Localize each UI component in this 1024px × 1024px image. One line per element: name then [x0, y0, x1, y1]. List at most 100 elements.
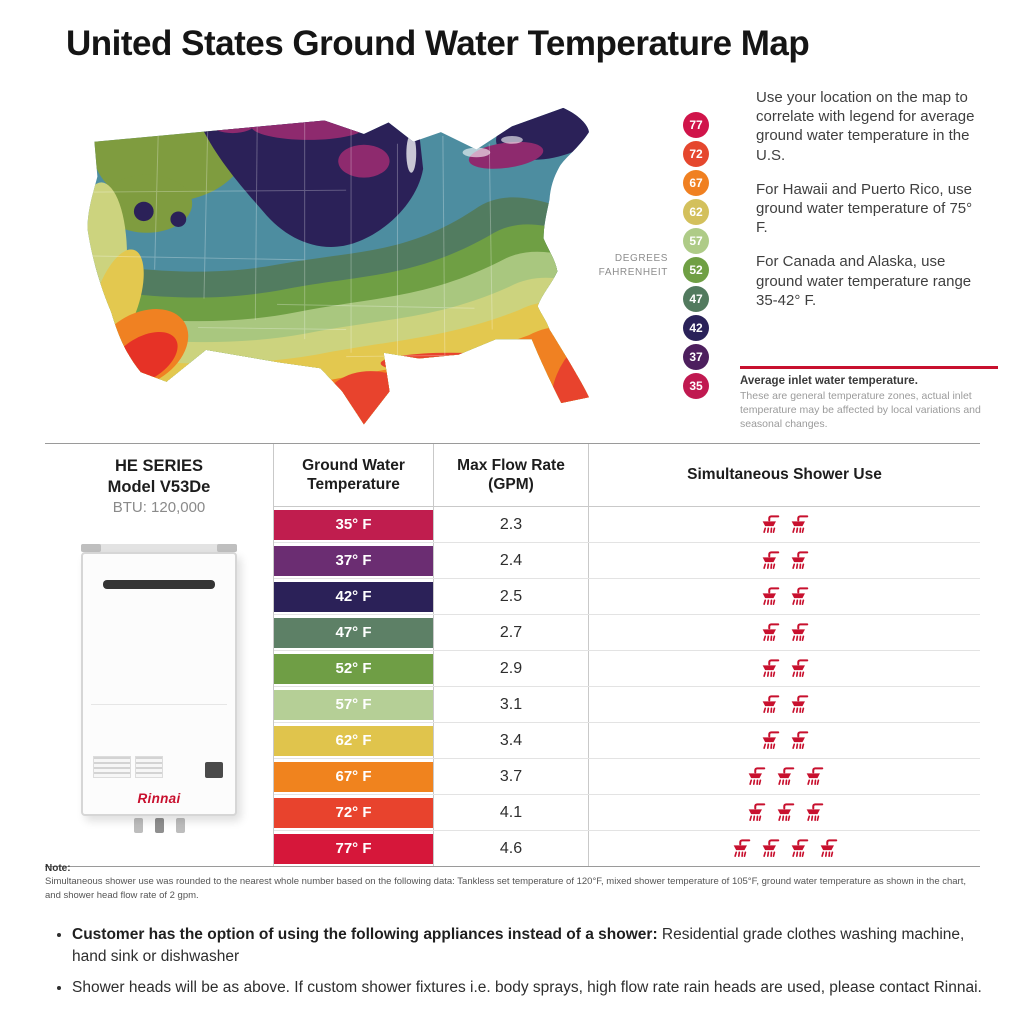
- bullet-text: Residential grade clothes washing machin…: [72, 926, 965, 965]
- ground-water-temp-cell: 62° F: [274, 723, 434, 758]
- shower-icon: [762, 658, 780, 677]
- temperature-pill: 62° F: [274, 725, 433, 756]
- ground-water-temp-cell: 35° F: [274, 507, 434, 542]
- table-row: 35° F 2.3: [274, 507, 980, 543]
- ground-water-temp-cell: 42° F: [274, 579, 434, 614]
- legend-circle: 72: [683, 141, 709, 167]
- legend-circle: 52: [683, 257, 709, 283]
- page-title: United States Ground Water Temperature M…: [66, 24, 810, 63]
- shower-icon: [762, 586, 780, 605]
- shower-icon: [791, 514, 809, 533]
- legend-circle: 37: [683, 344, 709, 370]
- ground-water-temp-cell: 67° F: [274, 759, 434, 794]
- table-row: 47° F 2.7: [274, 615, 980, 651]
- rinnai-logo: Rinnai: [137, 791, 181, 806]
- flow-rate-cell: 2.5: [434, 579, 589, 614]
- flow-rate-cell: 3.4: [434, 723, 589, 758]
- heater-seam: [91, 704, 227, 705]
- product-series: HE SERIES: [114, 457, 203, 475]
- table-row: 72° F 4.1: [274, 795, 980, 831]
- flow-rate-cell: 2.4: [434, 543, 589, 578]
- temperature-pill: 72° F: [274, 797, 433, 828]
- shower-icon: [791, 694, 809, 713]
- flow-rate-cell: 3.1: [434, 687, 589, 722]
- footnote: Note: Simultaneous shower use was rounde…: [45, 863, 977, 903]
- table-row: 37° F 2.4: [274, 543, 980, 579]
- degrees-fahrenheit-label: DEGREES FAHRENHEIT: [598, 253, 668, 278]
- us-ground-water-map: [87, 107, 589, 425]
- flow-rate-cell: 2.9: [434, 651, 589, 686]
- bullet-item: Customer has the option of using the fol…: [72, 924, 986, 968]
- shower-use-cell: [589, 795, 980, 830]
- header-ground-water-temperature: Ground Water Temperature: [274, 444, 434, 506]
- shower-icon: [762, 514, 780, 533]
- flow-rate-cell: 4.1: [434, 795, 589, 830]
- shower-icon: [777, 766, 794, 785]
- legend-circle: 62: [683, 199, 709, 225]
- shower-use-cell: [589, 651, 980, 686]
- ground-water-temp-cell: 77° F: [274, 831, 434, 866]
- info-paragraph: For Hawaii and Puerto Rico, use ground w…: [756, 180, 973, 237]
- shower-icon: [777, 802, 794, 821]
- temperature-pill: 37° F: [274, 545, 433, 576]
- disclaimer-title: Average inlet water temperature.: [740, 375, 918, 387]
- bullet-item: Shower heads will be as above. If custom…: [72, 977, 986, 999]
- ground-water-temp-cell: 37° F: [274, 543, 434, 578]
- table-right-section: Ground Water Temperature Max Flow Rate (…: [274, 444, 980, 866]
- inlet-water-disclaimer: Average inlet water temperature. These a…: [740, 375, 992, 432]
- ground-water-temp-cell: 52° F: [274, 651, 434, 686]
- product-model: Model V53De: [107, 477, 211, 496]
- shower-icon: [791, 550, 809, 569]
- header-max-flow-rate: Max Flow Rate (GPM): [434, 444, 589, 506]
- shower-icon: [791, 622, 809, 641]
- table-row: 52° F 2.9: [274, 651, 980, 687]
- map-info-text: Use your location on the map to correlat…: [756, 88, 978, 325]
- disclaimer-body: These are general temperature zones, act…: [740, 390, 981, 431]
- shower-icon: [748, 766, 765, 785]
- header-simultaneous-shower-use: Simultaneous Shower Use: [687, 466, 882, 484]
- shower-use-cell: [589, 759, 980, 794]
- heater-pipes: [133, 818, 185, 833]
- shower-icon: [791, 586, 809, 605]
- bullet-list: Customer has the option of using the fol…: [48, 924, 986, 1008]
- product-header: HE SERIES Model V53De BTU: 120,000: [108, 444, 211, 518]
- legend-items: 77 72 67 62 57 52 47 42 37 35: [676, 112, 716, 399]
- table-row: 57° F 3.1: [274, 687, 980, 723]
- shower-icon: [762, 622, 780, 641]
- shower-icon: [748, 802, 765, 821]
- flow-rate-cell: 2.7: [434, 615, 589, 650]
- legend-circle: 47: [683, 286, 709, 312]
- note-label: Note:: [45, 863, 71, 874]
- product-btu: BTU: 120,000: [112, 499, 206, 517]
- legend-circle: 42: [683, 315, 709, 341]
- temperature-legend: 77 72 67 62 57 52 47 42 37 35: [676, 112, 716, 399]
- shower-icon: [762, 550, 780, 569]
- table-header-row: Ground Water Temperature Max Flow Rate (…: [274, 444, 980, 507]
- shower-use-cell: [589, 723, 980, 758]
- shower-use-cell: [589, 579, 980, 614]
- note-body: Simultaneous shower use was rounded to t…: [45, 876, 966, 901]
- shower-icon: [806, 766, 823, 785]
- red-divider-line: [740, 366, 998, 369]
- temperature-pill: 57° F: [274, 689, 433, 720]
- shower-use-cell: [589, 543, 980, 578]
- shower-icon: [820, 838, 838, 857]
- ground-water-temp-cell: 47° F: [274, 615, 434, 650]
- heater-grille: [93, 756, 131, 778]
- heater-vent-slot: [103, 580, 215, 589]
- temperature-pill: 42° F: [274, 581, 433, 612]
- flow-rate-cell: 3.7: [434, 759, 589, 794]
- shower-icon: [791, 730, 809, 749]
- flow-rate-cell: 4.6: [434, 831, 589, 866]
- ground-water-temp-cell: 72° F: [274, 795, 434, 830]
- water-heater-image: Rinnai: [81, 544, 237, 833]
- temperature-pill: 77° F: [274, 833, 433, 864]
- shower-icon: [762, 694, 780, 713]
- shower-icon: [733, 838, 751, 857]
- shower-use-cell: [589, 687, 980, 722]
- legend-circle: 35: [683, 373, 709, 399]
- heater-valve: [205, 762, 223, 778]
- temperature-pill: 52° F: [274, 653, 433, 684]
- table-row: 42° F 2.5: [274, 579, 980, 615]
